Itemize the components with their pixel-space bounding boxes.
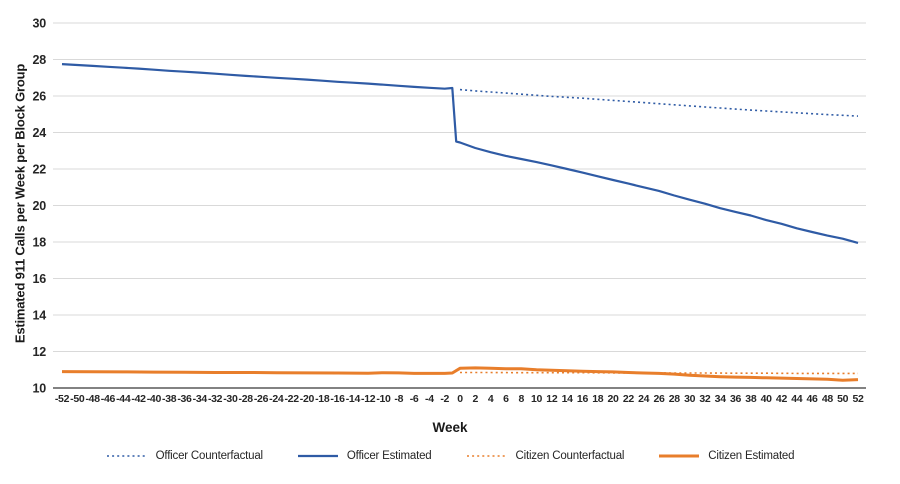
x-tick-label: 32 — [699, 393, 711, 405]
x-tick-label: -40 — [147, 393, 162, 405]
x-tick-label: -20 — [300, 393, 315, 405]
y-tick-label: 10 — [32, 382, 46, 396]
x-tick-label: 16 — [577, 393, 589, 405]
x-tick-label: 48 — [822, 393, 834, 405]
x-tick-label: 50 — [837, 393, 849, 405]
x-tick-label: 2 — [473, 393, 479, 405]
x-tick-label: 44 — [791, 393, 803, 405]
citizen-counterfactual-line-icon — [466, 455, 507, 457]
x-tick-label: -24 — [269, 393, 284, 405]
y-tick-label: 30 — [32, 17, 46, 31]
x-tick-label: 38 — [745, 393, 757, 405]
y-tick-label: 28 — [32, 53, 46, 67]
x-tick-label: -38 — [162, 393, 177, 405]
citizen-estimated-line-icon — [659, 454, 700, 458]
x-tick-label: 28 — [669, 393, 681, 405]
y-tick-label: 18 — [32, 236, 46, 250]
x-tick-label: -26 — [254, 393, 269, 405]
x-tick-label: -10 — [376, 393, 391, 405]
series-line-officer-estimated — [61, 63, 859, 244]
x-tick-label: 30 — [684, 393, 696, 405]
legend-label-officer-counterfactual: Officer Counterfactual — [155, 450, 263, 462]
x-tick-label: 18 — [592, 393, 604, 405]
x-tick-label: -32 — [208, 393, 223, 405]
y-tick-label: 22 — [32, 163, 46, 177]
x-tick-label: 26 — [653, 393, 665, 405]
series-line-citizen-estimated — [61, 366, 859, 382]
y-axis-title: Estimated 911 Calls per Week per Block G… — [12, 63, 28, 344]
legend-item-citizen-counterfactual: Citizen Counterfactual — [466, 450, 625, 462]
x-tick-label: 4 — [488, 393, 494, 405]
x-tick-label: -12 — [361, 393, 376, 405]
x-tick-label: 46 — [807, 393, 819, 405]
x-tick-label: 24 — [638, 393, 650, 405]
officer-counterfactual-line-icon — [106, 455, 147, 457]
x-axis-title: Week — [432, 420, 468, 435]
x-tick-label: 22 — [623, 393, 635, 405]
y-tick-label: 26 — [32, 90, 46, 104]
x-tick-label: -4 — [425, 393, 434, 405]
x-tick-label: -22 — [284, 393, 299, 405]
x-tick-label: 6 — [503, 393, 509, 405]
x-tick-label: 12 — [546, 393, 558, 405]
x-tick-label: -16 — [330, 393, 345, 405]
x-tick-label: 20 — [608, 393, 620, 405]
x-tick-label: 14 — [562, 393, 574, 405]
legend-item-citizen-estimated: Citizen Estimated — [658, 450, 795, 462]
x-tick-label: -34 — [193, 393, 208, 405]
x-tick-label: 52 — [852, 393, 864, 405]
x-tick-label: -18 — [315, 393, 330, 405]
x-tick-label: 36 — [730, 393, 742, 405]
x-tick-label: -46 — [101, 393, 116, 405]
legend-item-officer-counterfactual: Officer Counterfactual — [106, 450, 263, 462]
legend-item-officer-estimated: Officer Estimated — [297, 450, 432, 462]
x-tick-label: -28 — [239, 393, 254, 405]
x-tick-label: -48 — [85, 393, 100, 405]
x-tick-label: -8 — [394, 393, 403, 405]
y-tick-label: 24 — [32, 126, 46, 140]
legend-label-citizen-estimated: Citizen Estimated — [708, 450, 795, 462]
x-tick-label: 0 — [457, 393, 463, 405]
x-tick-label: 42 — [776, 393, 788, 405]
x-tick-label: -50 — [70, 393, 85, 405]
x-tick-label: -30 — [223, 393, 238, 405]
series-line-officer-counterfactual — [459, 88, 859, 117]
x-tick-label: -2 — [440, 393, 449, 405]
x-tick-label: -6 — [410, 393, 419, 405]
y-tick-label: 16 — [32, 272, 46, 286]
y-tick-label: 12 — [32, 345, 46, 359]
legend-label-officer-estimated: Officer Estimated — [346, 450, 432, 462]
x-tick-label: 34 — [715, 393, 727, 405]
y-tick-label: 20 — [32, 199, 46, 213]
x-tick-label: -14 — [346, 393, 361, 405]
legend-label-citizen-counterfactual: Citizen Counterfactual — [515, 450, 625, 462]
officer-estimated-line-icon — [297, 454, 338, 458]
x-tick-label: -42 — [131, 393, 146, 405]
chart-legend: Officer Counterfactual Officer Estimated… — [0, 450, 900, 462]
y-tick-label: 14 — [32, 309, 46, 323]
x-tick-label: 40 — [761, 393, 773, 405]
x-tick-label: -44 — [116, 393, 131, 405]
x-tick-label: 8 — [518, 393, 524, 405]
x-tick-label: -52 — [55, 393, 70, 405]
x-tick-label: 10 — [531, 393, 543, 405]
x-tick-label: -36 — [177, 393, 192, 405]
